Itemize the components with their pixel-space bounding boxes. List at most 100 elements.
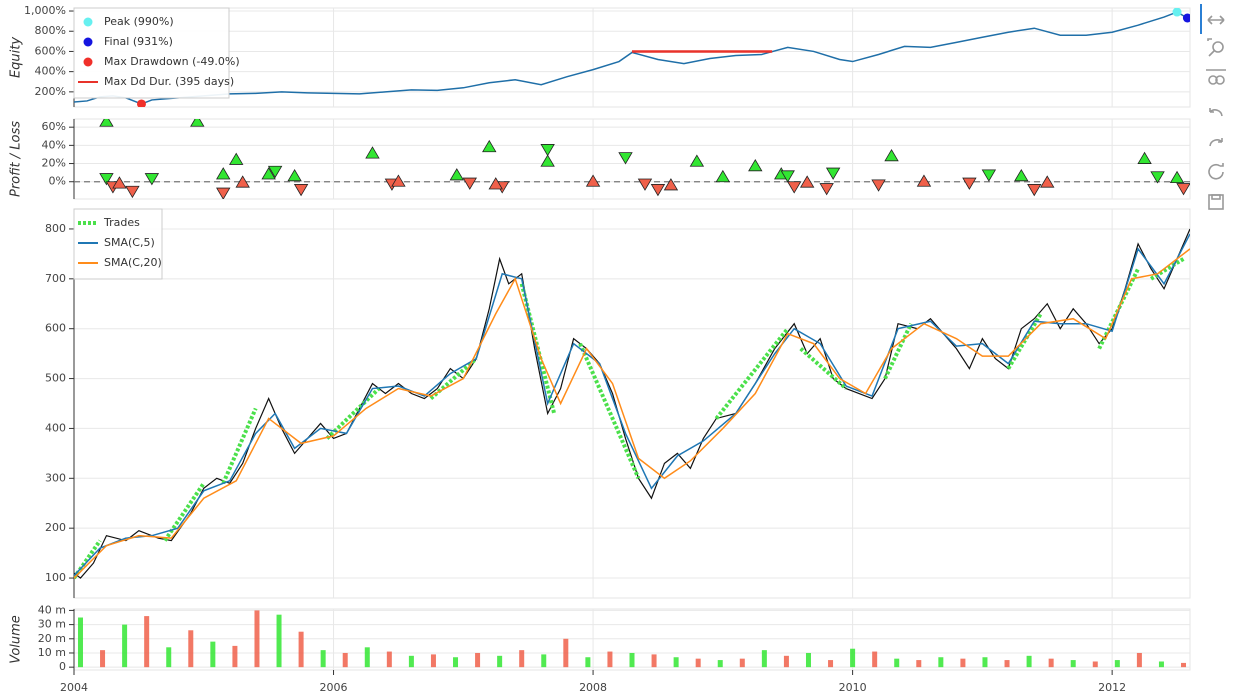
y-tick-label: 20 m: [38, 632, 66, 645]
trade-marker: [663, 178, 679, 191]
trade-marker: [715, 169, 731, 183]
trade-marker: [488, 177, 503, 190]
volume-bar: [430, 654, 436, 668]
panel: 2004 2006 2008 2010 2012 010 m20 m30 m 40 m Vol…: [9, 603, 1191, 694]
marker-point: [136, 99, 146, 107]
trade-marker: [1040, 175, 1055, 188]
legend-label: SMA(C,20): [104, 256, 162, 269]
volume-bar: [386, 651, 392, 668]
trade-marker: [787, 181, 802, 194]
trade-line: [1006, 312, 1043, 370]
legend-label: Trades: [103, 216, 140, 229]
trade-marker: [1176, 183, 1190, 196]
volume-bar: [960, 658, 966, 668]
trade-marker: [819, 183, 834, 196]
y-tick-label: 700: [45, 272, 66, 285]
volume-bar: [100, 650, 106, 668]
x-tick-label: 2008: [579, 681, 607, 694]
series-line: [74, 233, 1190, 577]
legend-label: Max Drawdown (-49.0%): [104, 55, 240, 68]
volume-bar: [982, 657, 988, 668]
volume-bar: [342, 652, 348, 668]
volume-bar: [298, 631, 304, 668]
trade-marker: [799, 175, 815, 188]
volume-bar: [453, 657, 459, 668]
panel: 200% 400% 600% 800% 1,000% Equity Peak (990%) F…: [9, 4, 1191, 108]
y-tick-label: 600%: [35, 44, 66, 57]
volume-bar: [872, 651, 878, 668]
trade-marker: [1169, 170, 1185, 184]
volume-bar: [541, 654, 547, 668]
trade-marker: [216, 167, 231, 180]
volume-bar: [1114, 660, 1120, 668]
y-tick-label: 500: [45, 372, 66, 385]
y-tick-label: 300: [45, 471, 66, 484]
volume-bar: [497, 655, 503, 668]
pan-tool[interactable]: [1207, 15, 1225, 25]
y-tick-label: 400: [45, 421, 66, 434]
trade-marker: [287, 168, 302, 182]
trade-marker: [1137, 151, 1152, 164]
trade-marker: [962, 177, 977, 190]
y-tick-label: 600: [45, 322, 66, 335]
x-tick-label: 2004: [60, 681, 88, 694]
legend-label: Max Dd Dur. (395 days): [104, 75, 234, 88]
legend-swatch: [83, 17, 93, 27]
trade-marker: [391, 174, 406, 187]
volume-bar: [585, 657, 591, 668]
volume-bar: [254, 610, 260, 668]
trade-marker: [267, 165, 283, 179]
volume-bar: [408, 655, 414, 668]
y-tick-label: 10 m: [38, 646, 66, 659]
volume-bar: [894, 658, 900, 668]
y-tick-label: 800: [45, 222, 66, 235]
legend: Trades SMA(C,5) SMA(C,20): [73, 208, 163, 280]
trade-marker: [190, 119, 205, 127]
volume-bar: [320, 650, 326, 668]
plot-area: [73, 7, 1191, 108]
panel: 100 200 300 400 500 600 700 800 Trades SMA(C,5) SM…: [45, 208, 1191, 599]
trade-line: [714, 327, 790, 420]
trade-marker: [825, 167, 841, 180]
trade-marker: [540, 154, 555, 167]
trade-marker: [916, 174, 932, 187]
reset-tool[interactable]: [1208, 163, 1224, 180]
volume-bar: [1048, 658, 1054, 668]
x-tick-label: 2006: [320, 681, 348, 694]
plot-area: [73, 118, 1191, 200]
trade-marker: [235, 175, 250, 188]
volume-bar: [1158, 661, 1164, 668]
volume-bar: [475, 652, 481, 668]
volume-bar: [232, 645, 238, 668]
volume-bar: [761, 650, 767, 668]
volume-bar: [144, 616, 150, 668]
trade-marker: [482, 139, 497, 153]
redo-tool[interactable]: [1209, 138, 1223, 147]
volume-bar: [651, 654, 657, 668]
wheel-zoom-tool[interactable]: [1206, 69, 1226, 85]
volume-bar: [739, 658, 745, 668]
trade-marker: [748, 158, 763, 172]
x-tick-label: 2010: [839, 681, 867, 694]
legend-swatch: [83, 57, 93, 67]
volume-bar: [563, 638, 569, 668]
y-axis-title: Volume: [9, 615, 24, 664]
y-axis-title: Profit / Loss: [9, 121, 24, 197]
y-tick-label: 0: [59, 660, 66, 673]
volume-bar: [673, 657, 679, 668]
undo-tool[interactable]: [1209, 108, 1223, 117]
zoom-tool[interactable]: [1207, 38, 1224, 57]
y-tick-label: 1,000%: [24, 4, 66, 17]
trade-line: [221, 407, 258, 485]
plot: [74, 119, 1190, 199]
volume-bar: [519, 650, 525, 668]
x-tick-label: 2012: [1098, 681, 1126, 694]
trade-marker: [650, 184, 666, 197]
trade-marker: [1150, 171, 1165, 184]
trade-marker: [585, 174, 601, 187]
trade-marker: [1027, 184, 1042, 197]
trade-marker: [780, 170, 795, 183]
trade-line: [883, 322, 913, 380]
save-tool[interactable]: [1208, 194, 1224, 210]
